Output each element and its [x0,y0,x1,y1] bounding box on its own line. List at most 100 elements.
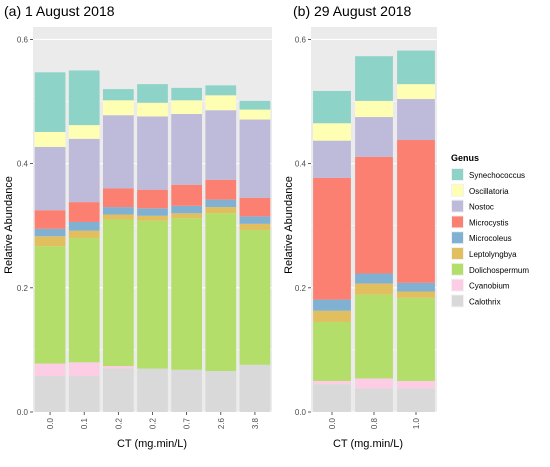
panel-a-bar-segment-calothrix [239,364,271,412]
panel-a-bar-segment-leptolyngbya [205,207,237,214]
legend-label-microcoleus: Microcoleus [469,234,512,243]
panel-a-bar-segment-microcystis [205,179,237,200]
panel-b-bar-segment-oscillatoria [313,123,351,141]
panel-a-bar-segment-oscillatoria [239,109,271,120]
panel-a-bar-segment-synechococcus [239,100,271,110]
panel-b-bar-segment-dolichospermum [397,297,435,381]
panel-a-xtick-label: 0.7 [183,417,192,429]
panel-a-bar-segment-nostoc [171,113,203,185]
panel-a-bar-segment-microcoleus [34,228,66,237]
panel-a-bar-segment-microcystis [34,210,66,229]
panel-b-bar-segment-calothrix [397,388,435,412]
panel-a-bar-segment-calothrix [171,369,203,412]
legend-swatch-microcystis [452,216,463,228]
panel-b-bar-segment-leptolyngbya [313,310,351,322]
panel-a-title: (a) 1 August 2018 [4,3,115,19]
panel-a-bar-segment-microcystis [137,189,168,209]
panel-a-bar-segment-synechococcus [68,70,100,126]
panel-a-bar-segment-nostoc [137,116,168,190]
panel-a-bar-segment-microcoleus [205,199,237,208]
panel-a-bar-segment-dolichospermum [239,230,271,365]
panel-b-bar-segment-cyanobium [355,378,393,389]
panel-a-bar-segment-calothrix [34,375,66,412]
panel-b-bar-segment-nostoc [397,99,435,141]
panel-a-bar-segment-cyanobium [102,366,134,369]
panel-a-bar-segment-microcoleus [239,216,271,224]
panel-a-bar-segment-synechococcus [34,72,66,132]
legend-swatch-cyanobium [452,279,463,291]
legend-swatch-dolichospermum [452,263,463,275]
legend-label-synechococcus: Synechococcus [469,171,525,180]
panel-b-bar-segment-cyanobium [397,380,435,389]
panel-a-bar-segment-calothrix [205,371,237,412]
panel-a-bar-segment-leptolyngbya [34,236,66,247]
panel-b: (b) 29 August 2018 Relative Abundance CT… [283,3,437,450]
legend-title: Genus [451,153,479,163]
panel-b-xlabel: CT (mg.min/L) [333,438,403,450]
panel-a-xlabel: CT (mg.min/L) [117,438,187,450]
panel-b-bar-segment-leptolyngbya [397,291,435,298]
panel-a-bar-segment-calothrix [68,375,100,412]
panel-b-bar-segment-microcoleus [313,299,351,311]
panel-a-bar-segment-dolichospermum [34,246,66,364]
panel-b-xtick-label: 0.0 [328,417,337,429]
panel-a-bar-segment-cyanobium [68,362,100,376]
panel-a-bar-segment-synechococcus [137,84,168,103]
panel-a-bar-segment-dolichospermum [68,238,100,363]
panel-b-bar-segment-dolichospermum [355,294,393,379]
panel-a-xtick-label: 0.1 [80,417,89,429]
panel-a-ytick-label: 0.6 [17,35,29,44]
panel-a-bar-segment-dolichospermum [171,218,203,370]
panel-a-ytick-label: 0.0 [17,408,29,417]
legend-swatch-nostoc [452,200,463,212]
panel-b-bar-segment-nostoc [313,140,351,178]
legend-swatch-microcoleus [452,232,463,244]
panel-b-bar-segment-oscillatoria [397,84,435,100]
panel-a-bar-segment-microcoleus [171,205,203,214]
panel-a-bar-segment-nostoc [68,138,100,203]
legend-label-leptolyngbya: Leptolyngbya [469,250,517,259]
panel-b-bar-segment-dolichospermum [313,321,351,381]
panel-a: (a) 1 August 2018 Relative Abundance CT … [3,3,272,450]
legend-label-nostoc: Nostoc [469,203,494,212]
panel-a-bar-segment-leptolyngbya [171,213,203,219]
panel-a-bar-segment-microcoleus [102,207,134,215]
panel-a-bar-segment-microcoleus [137,208,168,216]
panel-b-bar-segment-microcoleus [355,273,393,284]
legend: Genus Synechococcus Oscillatoria Nostoc Mic… [451,153,529,308]
panel-b-xtick-label: 0.8 [370,417,379,429]
panel-b-bar-segment-calothrix [313,384,351,412]
panel-a-bar-segment-leptolyngbya [137,215,168,221]
panel-a-xtick-label: 0.0 [46,417,55,429]
panel-b-bar-segment-calothrix [355,388,393,412]
panel-a-bar-segment-nostoc [239,119,271,198]
legend-label-oscillatoria: Oscillatoria [469,187,509,196]
panel-a-bar-segment-oscillatoria [34,131,66,147]
panel-a-bar-segment-microcystis [102,188,134,208]
panel-b-bar-segment-leptolyngbya [355,283,393,295]
panel-a-bar-segment-microcystis [239,197,271,217]
panel-a-xtick-label: 0.2 [149,417,158,429]
panel-a-bar-segment-oscillatoria [171,100,203,114]
panel-b-bar-segment-synechococcus [313,90,351,124]
panel-b-ytick-label: 0.2 [295,284,307,293]
panel-b-bar-segment-oscillatoria [355,100,393,118]
panel-a-bar-segment-leptolyngbya [239,223,271,231]
panel-b-title: (b) 29 August 2018 [293,3,412,19]
legend-label-microcystis: Microcystis [469,218,509,227]
panel-a-bar-segment-leptolyngbya [102,214,134,220]
panel-a-bar-segment-microcoleus [68,221,100,231]
panel-a-bar-segment-microcystis [68,202,100,222]
panel-b-ytick-label: 0.4 [295,160,307,169]
panel-b-ytick-label: 0.6 [295,35,307,44]
panel-a-bar-segment-microcystis [171,184,203,206]
panel-a-bar-segment-calothrix [102,368,134,412]
panel-a-bar-segment-leptolyngbya [68,230,100,239]
panel-b-bar-segment-microcoleus [397,282,435,292]
panel-b-ytick-label: 0.0 [295,408,307,417]
panel-a-xtick-label: 0.2 [114,417,123,429]
panel-a-bar-segment-dolichospermum [102,219,134,367]
panel-b-ylabel: Relative Abundance [283,176,295,274]
